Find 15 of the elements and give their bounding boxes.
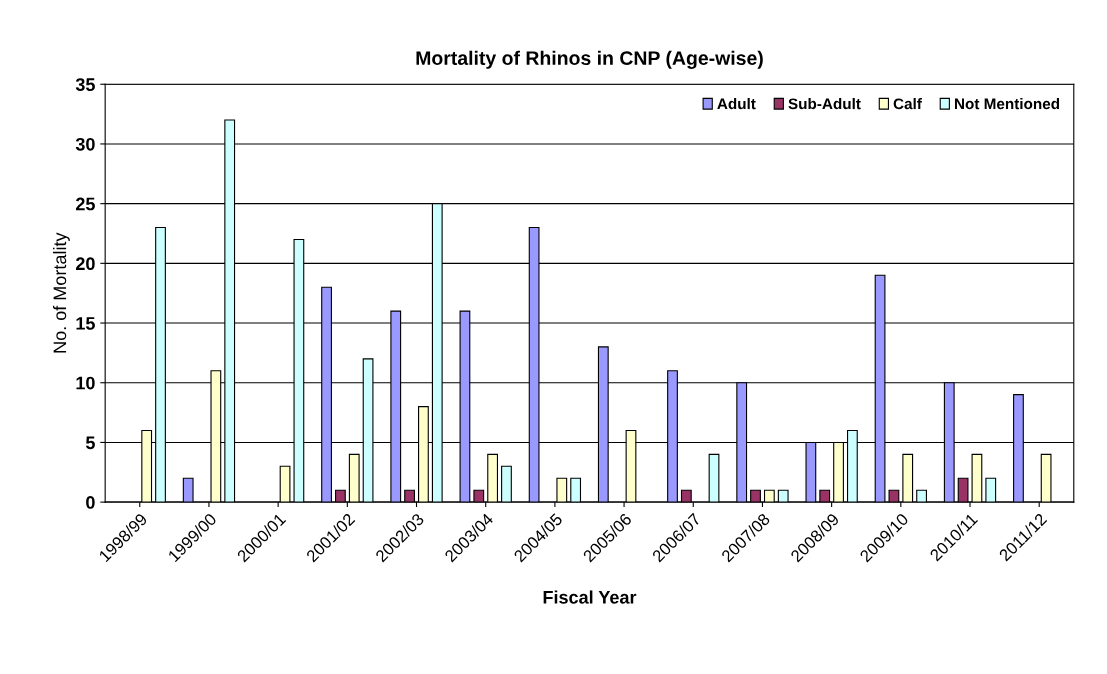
y-axis-title: No. of Mortality bbox=[52, 232, 70, 353]
y-tick-label: 5 bbox=[85, 436, 95, 450]
y-tick-label: 15 bbox=[76, 317, 95, 330]
y-tick-label: 35 bbox=[75, 78, 95, 91]
legend-label: Not Mentioned bbox=[954, 98, 1060, 110]
legend-label: Calf bbox=[893, 98, 922, 110]
legend-label: Adult bbox=[717, 98, 756, 110]
y-tick-label: 25 bbox=[75, 197, 95, 211]
y-tick-label: 20 bbox=[75, 257, 95, 271]
y-tick-label: 0 bbox=[86, 496, 95, 509]
chart-title: Mortality of Rhinos in CNP (Age-wise) bbox=[416, 50, 763, 69]
x-axis-title: Fiscal Year bbox=[543, 590, 637, 604]
y-tick-label: 10 bbox=[76, 376, 95, 390]
y-tick-label: 30 bbox=[75, 137, 95, 151]
legend-label: Sub-Adult bbox=[788, 98, 861, 110]
